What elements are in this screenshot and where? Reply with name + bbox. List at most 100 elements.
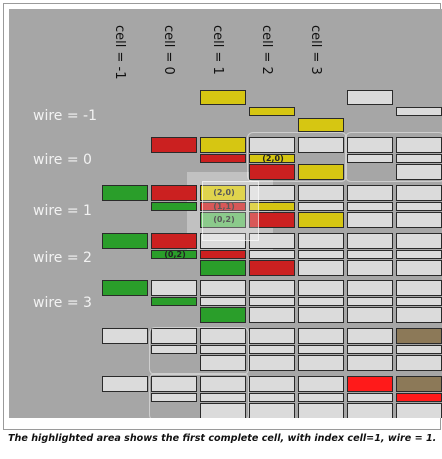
block — [249, 345, 295, 354]
block — [347, 355, 393, 371]
block — [200, 137, 246, 153]
block — [249, 355, 295, 371]
block — [396, 297, 442, 306]
block — [249, 164, 295, 180]
block — [347, 345, 393, 354]
block — [200, 403, 246, 418]
block — [298, 393, 344, 402]
block — [249, 328, 295, 344]
block — [200, 90, 246, 105]
block — [347, 233, 393, 249]
cell-wire-diagram: cell = -1 cell = 0 cell = 1 cell = 2 cel… — [9, 9, 442, 418]
block — [347, 403, 393, 418]
block — [396, 164, 442, 180]
column-label-cell-minus-1: cell = -1 — [112, 25, 127, 80]
highlight-area-inner — [202, 181, 259, 241]
block — [151, 280, 197, 296]
wire-label-3: wire = 3 — [33, 295, 92, 311]
block — [151, 202, 197, 211]
block — [102, 185, 148, 201]
block — [200, 280, 246, 296]
block — [396, 280, 442, 296]
block — [151, 185, 197, 201]
block — [396, 376, 442, 392]
block — [347, 137, 393, 153]
block — [249, 297, 295, 306]
block — [396, 212, 442, 228]
block — [249, 137, 295, 153]
block — [396, 137, 442, 153]
block — [396, 403, 442, 418]
block — [396, 154, 442, 163]
block — [298, 307, 344, 323]
block — [151, 328, 197, 344]
index-label-0-2-lower: (0,2) — [164, 250, 186, 259]
column-label-cell-2: cell = 2 — [259, 25, 274, 75]
block — [200, 154, 246, 163]
block — [249, 107, 295, 116]
block-2-0 — [200, 185, 246, 201]
block — [249, 212, 295, 228]
block-1-1 — [200, 202, 246, 211]
block — [347, 280, 393, 296]
block — [249, 202, 295, 211]
block — [347, 328, 393, 344]
block — [396, 345, 442, 354]
block — [249, 260, 295, 276]
block — [298, 233, 344, 249]
block — [396, 233, 442, 249]
block — [151, 297, 197, 306]
block — [396, 355, 442, 371]
block — [151, 393, 197, 402]
block — [298, 403, 344, 418]
column-label-cell-1: cell = 1 — [210, 25, 225, 75]
block — [347, 250, 393, 259]
block — [249, 376, 295, 392]
block — [347, 307, 393, 323]
block — [396, 185, 442, 201]
block — [102, 233, 148, 249]
wire-label-2: wire = 2 — [33, 250, 92, 266]
block — [298, 185, 344, 201]
block — [249, 185, 295, 201]
block — [298, 376, 344, 392]
wire-label-0: wire = 0 — [33, 152, 92, 168]
block — [396, 250, 442, 259]
block — [347, 212, 393, 228]
block — [249, 280, 295, 296]
index-label-0-2: (0,2) — [213, 215, 235, 224]
block — [298, 345, 344, 354]
block — [298, 164, 344, 180]
block — [200, 307, 246, 323]
block — [151, 233, 197, 249]
block — [200, 297, 246, 306]
block — [298, 202, 344, 211]
index-label-1-1: (1,1) — [213, 202, 235, 211]
block — [347, 185, 393, 201]
block — [396, 107, 442, 116]
block-0-2 — [200, 212, 246, 228]
block — [102, 280, 148, 296]
block — [298, 280, 344, 296]
block — [200, 393, 246, 402]
block — [249, 250, 295, 259]
block — [298, 260, 344, 276]
block — [298, 137, 344, 153]
block — [347, 202, 393, 211]
column-label-cell-0: cell = 0 — [161, 25, 176, 75]
block — [249, 393, 295, 402]
block — [396, 202, 442, 211]
block — [298, 328, 344, 344]
block — [298, 355, 344, 371]
block — [200, 233, 246, 249]
block — [347, 260, 393, 276]
block — [298, 250, 344, 259]
wire-label-minus-1: wire = -1 — [33, 108, 97, 124]
block — [200, 260, 246, 276]
block-0-2-lower — [151, 250, 197, 259]
block — [396, 260, 442, 276]
block — [298, 297, 344, 306]
block — [298, 212, 344, 228]
block — [151, 376, 197, 392]
wire-label-1: wire = 1 — [33, 203, 92, 219]
